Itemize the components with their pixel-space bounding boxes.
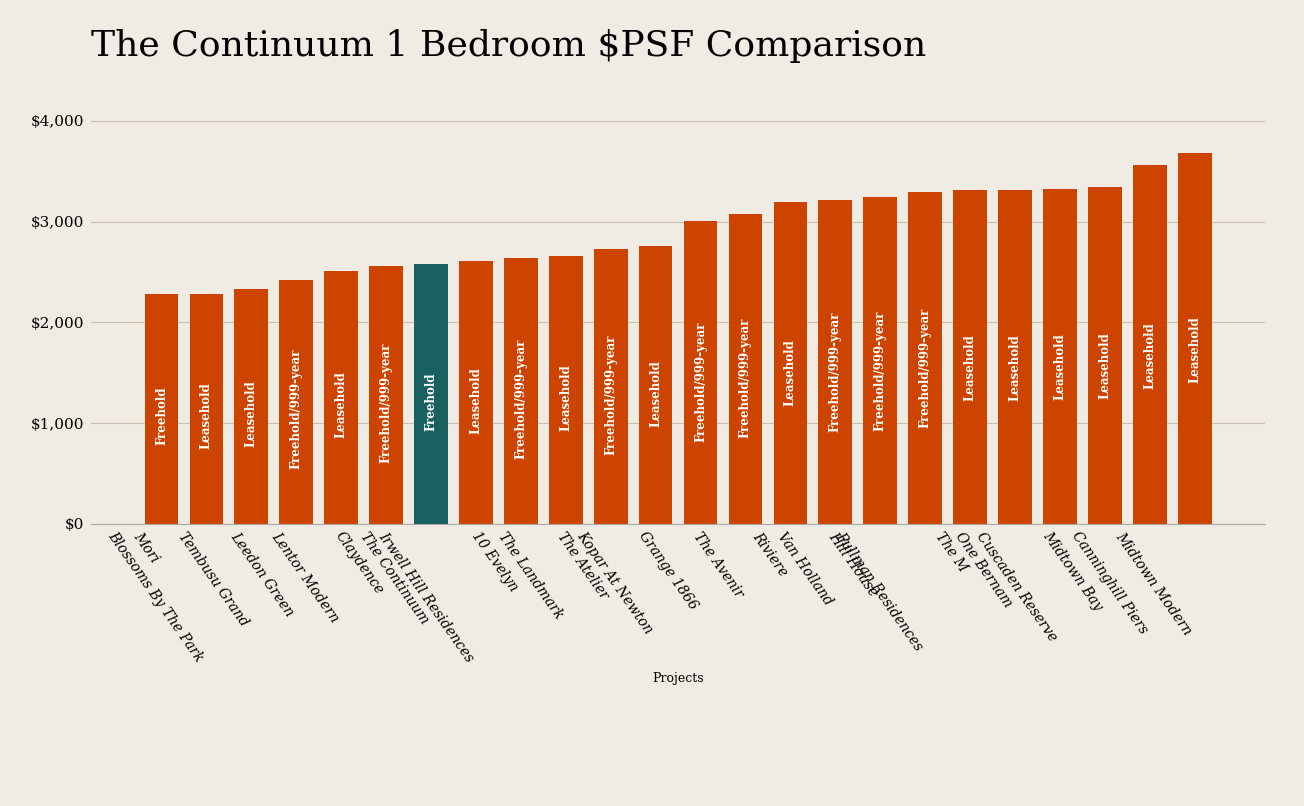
- Text: Freehold/999-year: Freehold/999-year: [918, 308, 931, 428]
- Bar: [998, 190, 1031, 524]
- Text: Leasehold: Leasehold: [1098, 332, 1111, 399]
- Text: Freehold/999-year: Freehold/999-year: [379, 343, 393, 463]
- Bar: [189, 293, 223, 524]
- Bar: [1088, 187, 1121, 524]
- Text: Leasehold: Leasehold: [1144, 322, 1157, 388]
- Bar: [683, 221, 717, 524]
- Bar: [369, 266, 403, 524]
- X-axis label: Projects: Projects: [652, 672, 704, 685]
- Text: Leasehold: Leasehold: [1054, 334, 1067, 400]
- Text: Freehold: Freehold: [155, 387, 168, 445]
- Text: Leasehold: Leasehold: [1188, 316, 1201, 383]
- Text: Freehold: Freehold: [425, 372, 438, 431]
- Text: Leasehold: Leasehold: [784, 339, 797, 405]
- Bar: [1133, 165, 1167, 524]
- Bar: [639, 246, 673, 524]
- Bar: [505, 258, 537, 524]
- Bar: [459, 261, 493, 524]
- Text: Leasehold: Leasehold: [469, 367, 482, 434]
- Text: Freehold/999-year: Freehold/999-year: [874, 310, 887, 430]
- Text: Freehold/999-year: Freehold/999-year: [829, 312, 842, 432]
- Bar: [145, 294, 179, 524]
- Bar: [953, 190, 987, 524]
- Bar: [325, 271, 359, 524]
- Bar: [729, 214, 763, 524]
- Bar: [1043, 189, 1077, 524]
- Text: Freehold/999-year: Freehold/999-year: [694, 321, 707, 442]
- Text: Leasehold: Leasehold: [200, 382, 213, 449]
- Text: Leasehold: Leasehold: [1008, 334, 1021, 401]
- Bar: [279, 280, 313, 524]
- Text: Leasehold: Leasehold: [964, 334, 977, 401]
- Bar: [1178, 153, 1211, 524]
- Bar: [819, 201, 852, 524]
- Text: Leasehold: Leasehold: [335, 372, 348, 438]
- Text: Freehold/999-year: Freehold/999-year: [514, 339, 527, 459]
- Bar: [593, 249, 627, 524]
- Bar: [415, 264, 447, 524]
- Bar: [235, 289, 269, 524]
- Text: The Continuum 1 Bedroom $PSF Comparison: The Continuum 1 Bedroom $PSF Comparison: [91, 28, 927, 63]
- Text: Leasehold: Leasehold: [559, 364, 572, 431]
- Text: Freehold/999-year: Freehold/999-year: [739, 318, 752, 438]
- Bar: [863, 197, 897, 524]
- Bar: [549, 256, 583, 524]
- Text: Leasehold: Leasehold: [649, 359, 662, 426]
- Text: Leasehold: Leasehold: [245, 380, 258, 447]
- Text: Freehold/999-year: Freehold/999-year: [604, 334, 617, 455]
- Text: Freehold/999-year: Freehold/999-year: [289, 349, 303, 469]
- Bar: [909, 193, 941, 524]
- Bar: [773, 202, 807, 524]
